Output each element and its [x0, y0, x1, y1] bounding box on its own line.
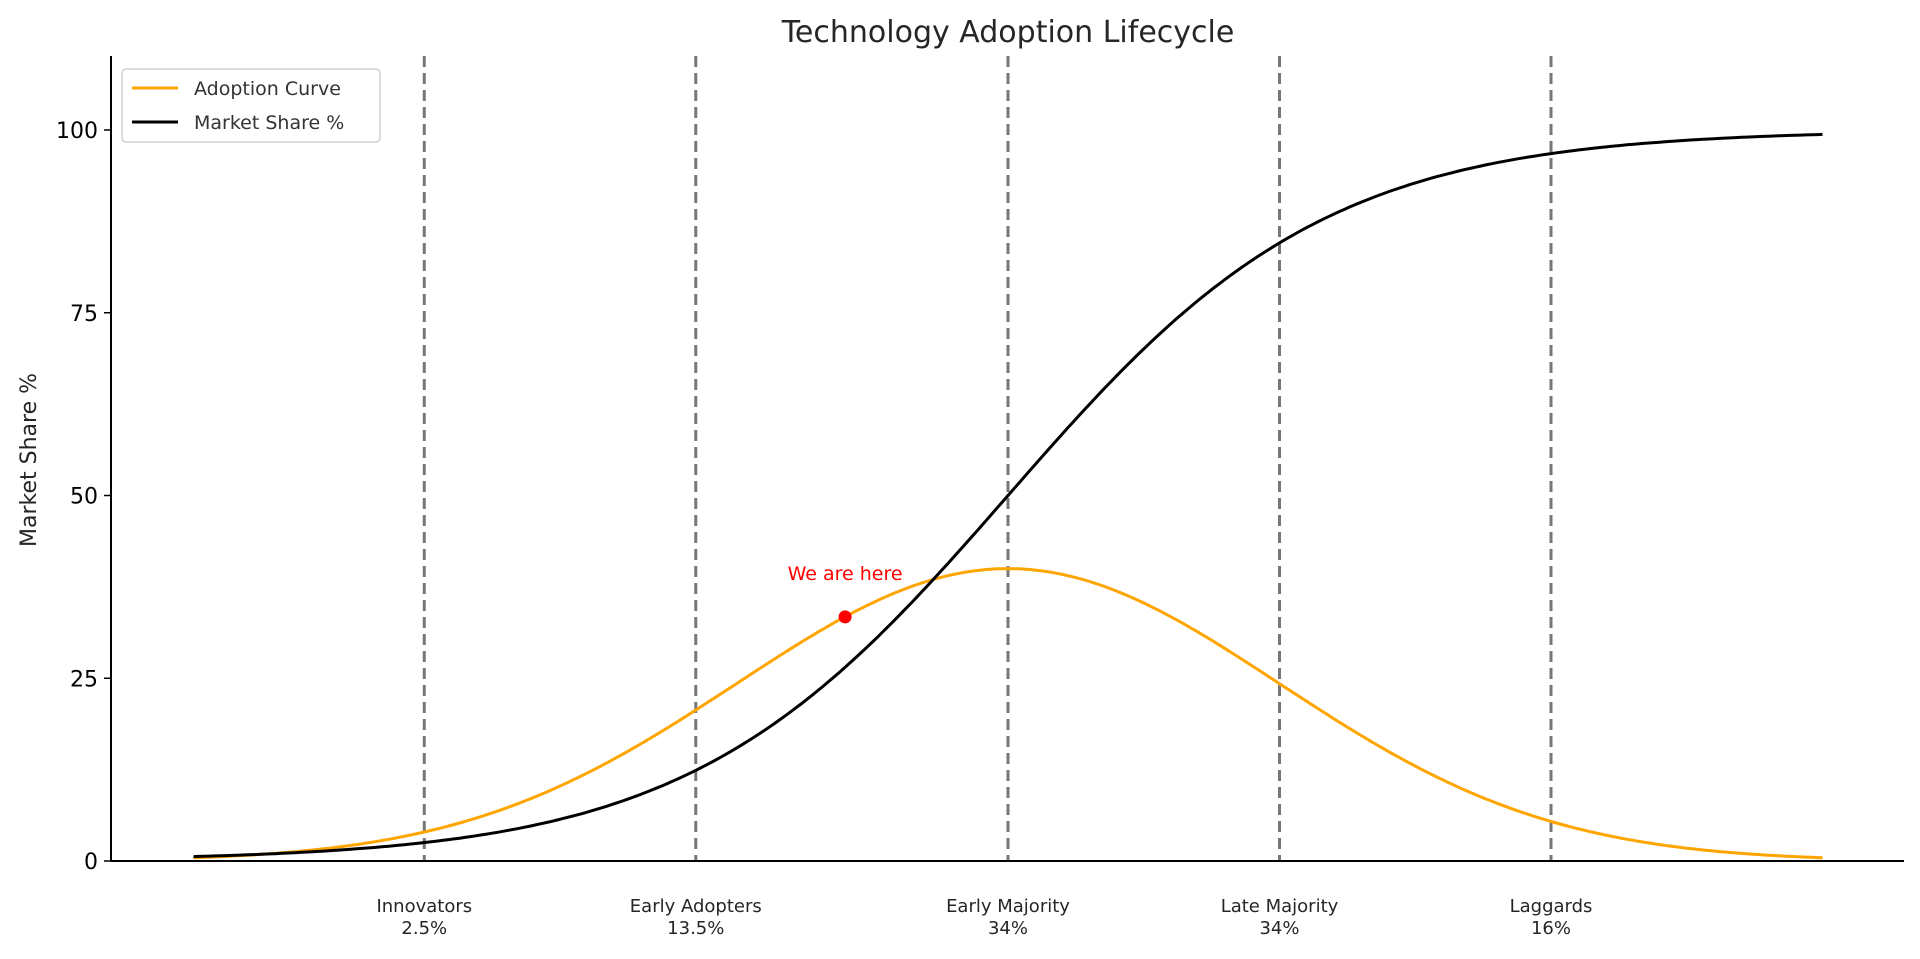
series-line-adoption-curve — [193, 567, 1823, 860]
y-tick-label: 100 — [56, 119, 98, 144]
y-tick-label: 25 — [70, 667, 98, 692]
segment-label: Innovators — [376, 896, 472, 917]
segment-share-label: 16% — [1531, 918, 1571, 939]
segment-share-label: 34% — [988, 918, 1028, 939]
y-tick-label: 0 — [84, 850, 98, 875]
series-line-market-share — [193, 132, 1823, 859]
segment-label: Laggards — [1510, 896, 1593, 917]
legend-label-market-share: Market Share % — [194, 112, 344, 134]
legend-label-adoption-curve: Adoption Curve — [194, 78, 341, 100]
segment-share-label: 34% — [1259, 918, 1299, 939]
segment-label: Late Majority — [1221, 896, 1339, 917]
y-tick-label: 50 — [70, 485, 98, 510]
we-are-here-label: We are here — [788, 563, 903, 585]
y-axis-label: Market Share % — [17, 373, 42, 547]
chart-title: Technology Adoption Lifecycle — [781, 15, 1235, 50]
legend-box — [121, 68, 381, 143]
segment-share-label: 2.5% — [401, 918, 447, 939]
y-tick-label: 75 — [70, 302, 98, 327]
segment-label: Early Adopters — [630, 896, 762, 917]
segment-share-label: 13.5% — [667, 918, 724, 939]
we-are-here-marker — [838, 610, 852, 624]
legend: Adoption Curve Market Share % — [121, 68, 381, 143]
segment-label: Early Majority — [946, 896, 1070, 917]
